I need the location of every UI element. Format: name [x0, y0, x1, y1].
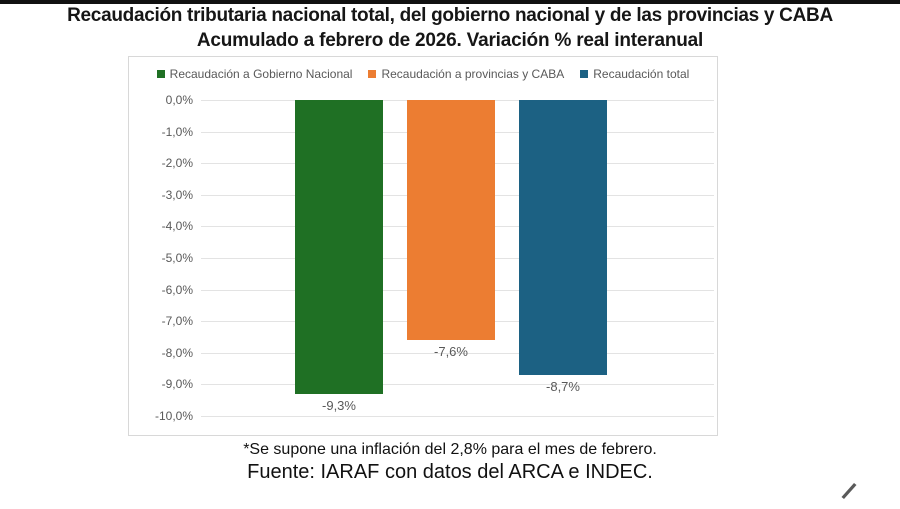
y-axis-tick-label: -7,0%: [161, 314, 193, 329]
y-axis-tick-label: -6,0%: [161, 282, 193, 297]
gridline: [201, 416, 714, 417]
y-axis-tick-label: -10,0%: [154, 409, 193, 423]
legend-label: Recaudación total: [593, 67, 690, 81]
source-line: Fuente: IARAF con datos del ARCA e INDEC…: [247, 461, 653, 483]
legend-swatch-icon: [156, 70, 165, 78]
legend-item: Recaudación a provincias y CABA: [368, 67, 564, 81]
bar-recaudaci-n-a-provincias-y-caba: [407, 100, 495, 341]
legend-swatch-icon: [368, 70, 377, 78]
y-axis-tick-label: -3,0%: [161, 187, 193, 202]
y-axis-tick-label: 0,0%: [165, 93, 193, 107]
y-axis-tick-label: -5,0%: [161, 251, 193, 265]
chart-container: Recaudación a Gobierno Nacional Recaudaci…: [128, 56, 718, 436]
bar-recaudaci-n-total: [519, 100, 607, 375]
bar-recaudaci-n-a-gobierno-nacional: [295, 100, 383, 394]
chart-legend: Recaudación a Gobierno Nacional Recaudaci…: [129, 67, 717, 81]
gridline: [201, 384, 714, 386]
chart-title: Recaudación tributaria nacional total, d…: [67, 5, 833, 26]
legend-label: Recaudación a Gobierno Nacional: [169, 67, 353, 81]
legend-item: Recaudación total: [580, 67, 689, 81]
y-axis-tick-label: -2,0%: [161, 156, 193, 171]
mouse-cursor: [838, 482, 860, 504]
gridline: [201, 352, 714, 354]
legend-item: Recaudación a Gobierno Nacional: [156, 67, 353, 81]
bar-value-label: -8,7%: [546, 378, 580, 394]
top-border-bar: [0, 0, 900, 4]
chart-subtitle: Acumulado a febrero de 2026. Variación %…: [196, 30, 704, 51]
y-axis-tick-label: -4,0%: [161, 219, 193, 234]
y-axis-tick-label: -8,0%: [161, 345, 193, 360]
legend-label: Recaudación a provincias y CABA: [381, 67, 565, 81]
footnote: *Se supone una inflación del 2,8% para e…: [243, 441, 657, 458]
legend-swatch-icon: [580, 70, 589, 78]
y-axis-tick-label: -9,0%: [161, 377, 193, 392]
bar-value-label: -7,6%: [434, 344, 468, 360]
bar-value-label: -9,3%: [322, 397, 356, 413]
y-axis-tick-label: -1,0%: [161, 124, 193, 139]
